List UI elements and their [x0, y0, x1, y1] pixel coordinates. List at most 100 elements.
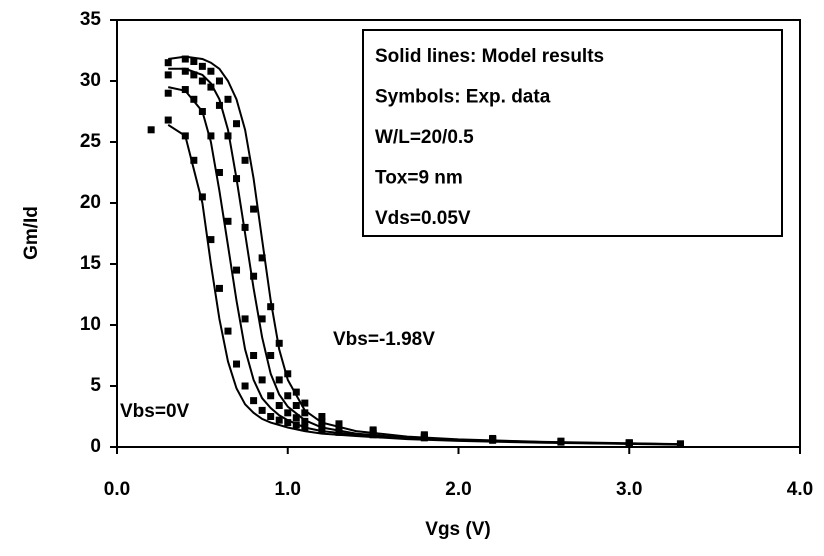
- data-point: [250, 272, 258, 280]
- data-point: [284, 419, 292, 427]
- legend-text: Solid lines: Model results: [375, 46, 604, 67]
- data-point: [190, 95, 198, 103]
- legend-text: W/L=20/0.5: [375, 127, 474, 148]
- y-tick-label: 30: [80, 70, 101, 91]
- y-tick-label: 25: [80, 131, 102, 152]
- x-tick-label: 3.0: [616, 479, 642, 500]
- y-tick-label: 5: [90, 375, 101, 396]
- data-point: [284, 370, 292, 378]
- data-point: [207, 83, 215, 91]
- data-point: [250, 352, 258, 359]
- data-point: [233, 120, 241, 128]
- x-tick-label: 2.0: [445, 479, 471, 500]
- data-point: [164, 116, 172, 124]
- data-point: [335, 420, 343, 428]
- y-tick-label: 0: [90, 436, 101, 457]
- legend-text: Vds=0.05V: [375, 208, 471, 229]
- data-point: [224, 132, 232, 140]
- data-point: [224, 95, 232, 103]
- data-point: [292, 402, 300, 410]
- data-point: [181, 132, 189, 140]
- data-point: [292, 388, 300, 396]
- data-point: [190, 57, 198, 65]
- data-point: [181, 86, 189, 94]
- data-point: [198, 77, 206, 85]
- data-point: [198, 193, 206, 201]
- y-tick-label: 15: [80, 253, 102, 274]
- data-point: [420, 431, 428, 439]
- x-tick-label: 4.0: [787, 479, 813, 500]
- legend-text: Tox=9 nm: [375, 168, 463, 189]
- x-tick-label: 1.0: [275, 479, 301, 500]
- data-point: [215, 77, 223, 85]
- data-point: [284, 409, 292, 417]
- data-point: [369, 426, 377, 434]
- data-point: [292, 414, 300, 422]
- data-point: [215, 284, 223, 292]
- data-point: [275, 339, 283, 347]
- data-point: [164, 89, 172, 97]
- data-point: [301, 399, 309, 407]
- data-point: [250, 397, 258, 405]
- data-point: [267, 303, 275, 311]
- data-point: [489, 434, 497, 442]
- data-point: [241, 315, 249, 323]
- data-point: [207, 132, 215, 140]
- data-point: [241, 382, 249, 390]
- y-axis-title: Gm/Id: [21, 206, 42, 260]
- data-point: [267, 413, 275, 420]
- data-point: [258, 315, 266, 323]
- data-point: [275, 416, 283, 424]
- data-point: [335, 426, 343, 434]
- data-point: [233, 175, 241, 183]
- data-point: [164, 71, 172, 79]
- legend-box: [362, 29, 783, 237]
- data-point: [301, 423, 309, 431]
- data-point: [318, 422, 326, 430]
- data-point: [198, 108, 206, 115]
- data-point: [267, 392, 275, 400]
- data-point: [318, 417, 326, 425]
- data-point: [224, 327, 232, 335]
- annotation: Vbs=-1.98V: [333, 329, 435, 350]
- data-point: [557, 437, 565, 445]
- data-point: [207, 67, 215, 75]
- data-point: [233, 266, 241, 274]
- data-point: [241, 223, 249, 231]
- data-point: [258, 376, 266, 384]
- data-point: [198, 62, 206, 70]
- data-point: [215, 169, 223, 176]
- data-point: [190, 156, 198, 164]
- data-point: [301, 409, 309, 417]
- y-tick-label: 35: [80, 9, 102, 30]
- data-point: [676, 440, 684, 448]
- model-line: [168, 55, 681, 446]
- data-point: [318, 426, 326, 434]
- data-point: [224, 217, 232, 225]
- data-point: [275, 376, 283, 384]
- legend-text: Symbols: Exp. data: [375, 87, 551, 108]
- data-point: [267, 352, 275, 359]
- y-tick-label: 20: [80, 192, 101, 213]
- data-point: [233, 360, 241, 368]
- data-point: [250, 205, 258, 213]
- x-tick-label: 0.0: [104, 479, 130, 500]
- data-point: [215, 101, 223, 109]
- data-point: [301, 417, 309, 425]
- x-axis-title: Vgs (V): [425, 519, 490, 540]
- data-point: [625, 439, 633, 447]
- data-point: [292, 421, 300, 429]
- data-point: [181, 55, 189, 63]
- data-point: [284, 392, 292, 400]
- data-point: [207, 236, 215, 244]
- y-tick-label: 10: [80, 314, 101, 335]
- data-point: [147, 126, 155, 134]
- data-point: [258, 254, 266, 262]
- data-point: [318, 413, 326, 420]
- data-point: [164, 59, 172, 67]
- data-point: [258, 406, 266, 414]
- data-point: [275, 402, 283, 410]
- data-point: [190, 71, 198, 79]
- data-point: [241, 156, 249, 164]
